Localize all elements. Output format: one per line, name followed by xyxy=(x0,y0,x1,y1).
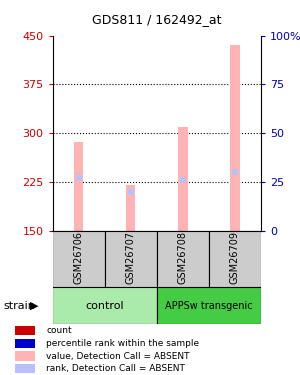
Bar xyxy=(209,231,261,287)
Text: GSM26707: GSM26707 xyxy=(126,231,136,284)
Text: GSM26706: GSM26706 xyxy=(74,231,84,284)
Text: GSM26708: GSM26708 xyxy=(178,231,188,284)
Bar xyxy=(230,45,240,231)
Text: GSM26709: GSM26709 xyxy=(230,231,240,284)
Text: value, Detection Call = ABSENT: value, Detection Call = ABSENT xyxy=(46,351,190,360)
Bar xyxy=(52,287,157,324)
Text: count: count xyxy=(46,326,72,335)
Bar xyxy=(52,231,105,287)
Bar xyxy=(105,231,157,287)
Bar xyxy=(126,185,135,231)
Bar xyxy=(15,364,35,373)
Text: GDS811 / 162492_at: GDS811 / 162492_at xyxy=(92,13,221,26)
Bar xyxy=(74,142,83,231)
Text: rank, Detection Call = ABSENT: rank, Detection Call = ABSENT xyxy=(46,364,185,373)
Text: percentile rank within the sample: percentile rank within the sample xyxy=(46,339,200,348)
Bar xyxy=(15,339,35,348)
Bar xyxy=(157,287,261,324)
Text: control: control xyxy=(85,301,124,310)
Text: strain: strain xyxy=(3,301,35,310)
Text: ▶: ▶ xyxy=(30,301,39,310)
Bar xyxy=(157,231,209,287)
Bar xyxy=(178,127,188,231)
Bar xyxy=(15,326,35,335)
Bar xyxy=(15,351,35,361)
Text: APPSw transgenic: APPSw transgenic xyxy=(165,301,253,310)
